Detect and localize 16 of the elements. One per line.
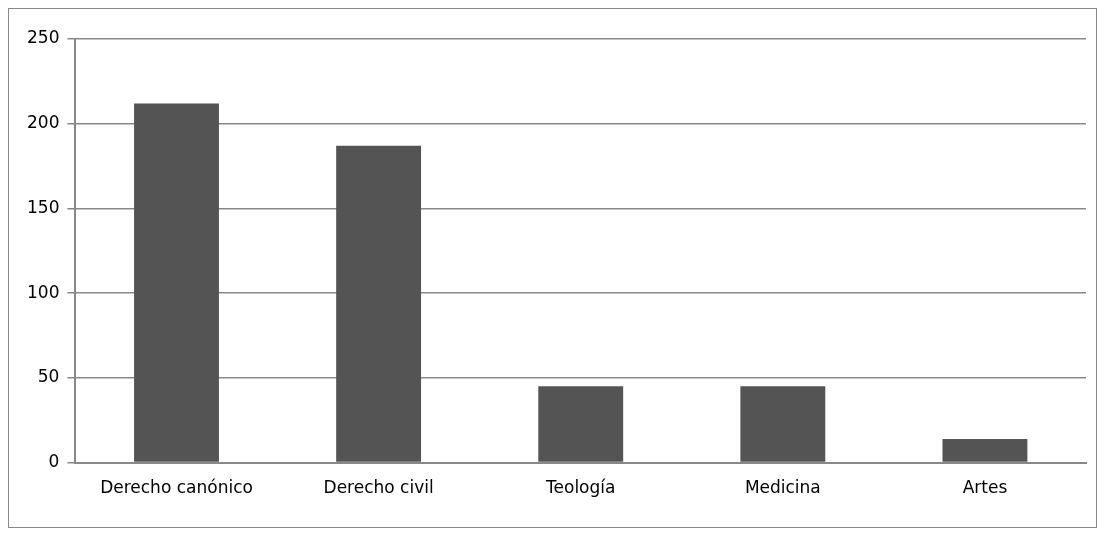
y-tick-label: 250 [26,27,60,48]
bar [942,438,1028,462]
y-tick-label: 100 [26,281,60,302]
x-tick-label: Teología [545,477,616,498]
bar [134,103,219,462]
y-tick-label: 150 [26,196,60,217]
x-tick-label: Derecho canónico [100,477,253,498]
x-tick-label: Medicina [744,477,821,498]
bar [740,386,826,462]
bar [538,386,624,462]
x-tick-label: Derecho civil [323,477,434,498]
bar [336,145,422,462]
x-tick-label: Artes [962,477,1008,498]
y-tick-label: 0 [48,451,60,472]
y-tick-label: 200 [26,112,60,133]
y-tick-label: 50 [37,366,60,387]
